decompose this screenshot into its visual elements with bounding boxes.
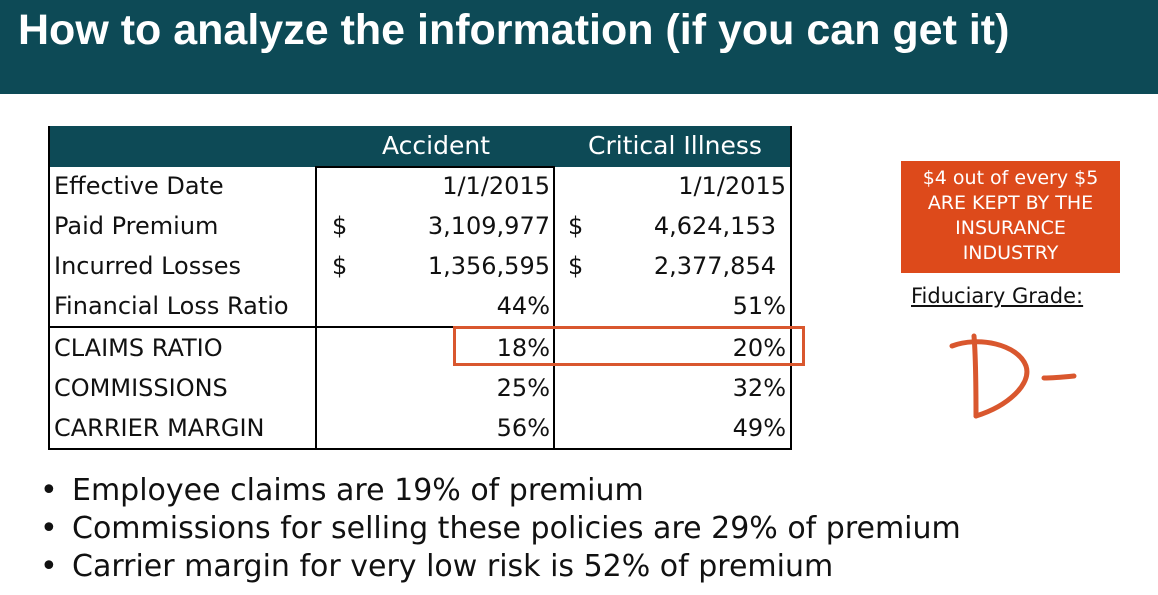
row-label: Paid Premium [54,212,219,240]
critical-illness-value: 49% [732,414,786,442]
table-row: Financial Loss Ratio 44% 51% [48,287,792,327]
insurance-callout-box: $4 out of every $5 ARE KEPT BY THE INSUR… [901,161,1120,273]
critical-illness-value: 1/1/2015 [678,172,786,200]
critical-illness-currency: $ [568,212,584,240]
column-header-accident: Accident [382,131,490,160]
list-item: • Employee claims are 19% of premium [38,472,961,510]
table-column-divider [315,167,317,450]
claims-ratio-highlight [453,326,805,366]
fiduciary-grade-label: Fiduciary Grade: [911,284,1084,308]
table-section-divider [48,326,792,328]
page-title: How to analyze the information (if you c… [18,6,1010,54]
accident-value: 56% [496,414,550,442]
table-row: Effective Date 1/1/2015 1/1/2015 [48,167,792,207]
summary-bullets: • Employee claims are 19% of premium • C… [38,472,961,586]
critical-illness-value: 32% [732,374,786,402]
table-row: Incurred Losses $ 1,356,595 $ 2,377,854 [48,247,792,287]
critical-illness-value: 51% [732,292,786,320]
table-row: CARRIER MARGIN 56% 49% [48,409,792,449]
row-label: Effective Date [54,172,224,200]
table-border-left [48,126,50,450]
accident-currency: $ [332,252,348,280]
accident-column-top-border [315,166,555,168]
table-column-divider [553,167,555,450]
critical-illness-value: 2,377,854 [653,252,776,280]
table-border-bottom [48,448,792,450]
bullet-text: Employee claims are 19% of premium [72,473,644,508]
list-item: • Commissions for selling these policies… [38,510,961,548]
table-row: CLAIMS RATIO 18% 20% [48,329,792,369]
title-bar: How to analyze the information (if you c… [0,0,1158,94]
row-label: COMMISSIONS [54,374,228,402]
row-label: CLAIMS RATIO [54,334,223,362]
callout-line: $4 out of every $5 [922,167,1099,189]
critical-illness-value: 4,624,153 [653,212,776,240]
accident-value: 18% [496,334,550,362]
row-label: Incurred Losses [54,252,242,280]
column-header-critical-illness: Critical Illness [588,131,762,160]
row-label: Financial Loss Ratio [54,292,289,320]
table-row: COMMISSIONS 25% 32% [48,369,792,409]
handwritten-grade-d-minus [949,333,1077,419]
accident-value: 3,109,977 [427,212,550,240]
accident-value: 1,356,595 [427,252,550,280]
accident-value: 44% [496,292,550,320]
bullet-text: Carrier margin for very low risk is 52% … [72,549,834,584]
bullet-icon: • [40,511,58,546]
row-label: CARRIER MARGIN [54,414,265,442]
table-row: Paid Premium $ 3,109,977 $ 4,624,153 [48,207,792,247]
bullet-icon: • [40,473,58,508]
callout-line: INDUSTRY [962,242,1059,264]
bullet-text: Commissions for selling these policies a… [72,511,961,546]
critical-illness-value: 20% [732,334,786,362]
accident-currency: $ [332,212,348,240]
callout-line: INSURANCE [955,217,1066,239]
callout-line: ARE KEPT BY THE [927,192,1094,214]
bullet-icon: • [40,549,58,584]
accident-value: 1/1/2015 [442,172,550,200]
table-header: Accident Critical Illness [48,126,792,167]
accident-value: 25% [496,374,550,402]
critical-illness-currency: $ [568,252,584,280]
table-border-right [790,126,792,450]
loss-ratio-table: Accident Critical Illness Effective Date… [48,126,792,450]
list-item: • Carrier margin for very low risk is 52… [38,548,961,586]
